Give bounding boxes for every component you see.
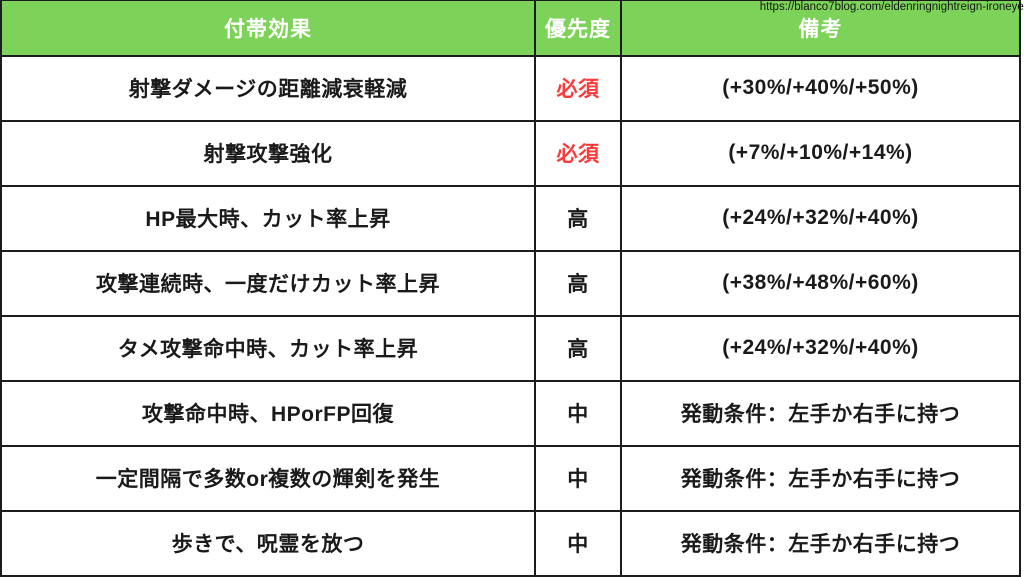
effect-cell: 射撃攻撃強化 <box>0 119 536 187</box>
priority-cell: 中 <box>534 379 622 447</box>
source-url: https://blanco7blog.com/eldenringnightre… <box>759 1 1024 13</box>
effect-cell: 一定間隔で多数or複数の輝剣を発生 <box>0 444 536 512</box>
priority-cell: 中 <box>534 509 622 577</box>
header-priority: 優先度 <box>534 0 622 57</box>
priority-cell: 必須 <box>534 54 622 122</box>
remarks-cell: (+24%/+32%/+40%) <box>620 184 1021 252</box>
priority-cell: 必須 <box>534 119 622 187</box>
effect-cell: 歩きで、呪霊を放つ <box>0 509 536 577</box>
effect-cell: 攻撃連続時、一度だけカット率上昇 <box>0 249 536 317</box>
table-row: 射撃攻撃強化 必須 (+7%/+10%/+14%) <box>0 119 1021 187</box>
effect-cell: 攻撃命中時、HPorFP回復 <box>0 379 536 447</box>
remarks-cell: (+38%/+48%/+60%) <box>620 249 1021 317</box>
remarks-cell: (+24%/+32%/+40%) <box>620 314 1021 382</box>
table-row: タメ攻撃命中時、カット率上昇 高 (+24%/+32%/+40%) <box>0 314 1021 382</box>
effect-cell: HP最大時、カット率上昇 <box>0 184 536 252</box>
table-row: 攻撃命中時、HPorFP回復 中 発動条件：左手か右手に持つ <box>0 379 1021 447</box>
table-row: 歩きで、呪霊を放つ 中 発動条件：左手か右手に持つ <box>0 509 1021 577</box>
table-row: 一定間隔で多数or複数の輝剣を発生 中 発動条件：左手か右手に持つ <box>0 444 1021 512</box>
table-row: 攻撃連続時、一度だけカット率上昇 高 (+38%/+48%/+60%) <box>0 249 1021 317</box>
remarks-cell: 発動条件：左手か右手に持つ <box>620 379 1021 447</box>
remarks-cell: (+30%/+40%/+50%) <box>620 54 1021 122</box>
remarks-cell: 発動条件：左手か右手に持つ <box>620 444 1021 512</box>
effect-cell: 射撃ダメージの距離減衰軽減 <box>0 54 536 122</box>
remarks-cell: 発動条件：左手か右手に持つ <box>620 509 1021 577</box>
header-effect: 付帯効果 <box>0 0 536 57</box>
priority-cell: 高 <box>534 184 622 252</box>
priority-cell: 高 <box>534 249 622 317</box>
table-row: 射撃ダメージの距離減衰軽減 必須 (+30%/+40%/+50%) <box>0 54 1021 122</box>
priority-cell: 中 <box>534 444 622 512</box>
header-remarks: 備考 <box>620 0 1021 57</box>
header-row: 付帯効果 優先度 備考 <box>0 0 1021 57</box>
table-row: HP最大時、カット率上昇 高 (+24%/+32%/+40%) <box>0 184 1021 252</box>
effect-cell: タメ攻撃命中時、カット率上昇 <box>0 314 536 382</box>
remarks-cell: (+7%/+10%/+14%) <box>620 119 1021 187</box>
priority-cell: 高 <box>534 314 622 382</box>
